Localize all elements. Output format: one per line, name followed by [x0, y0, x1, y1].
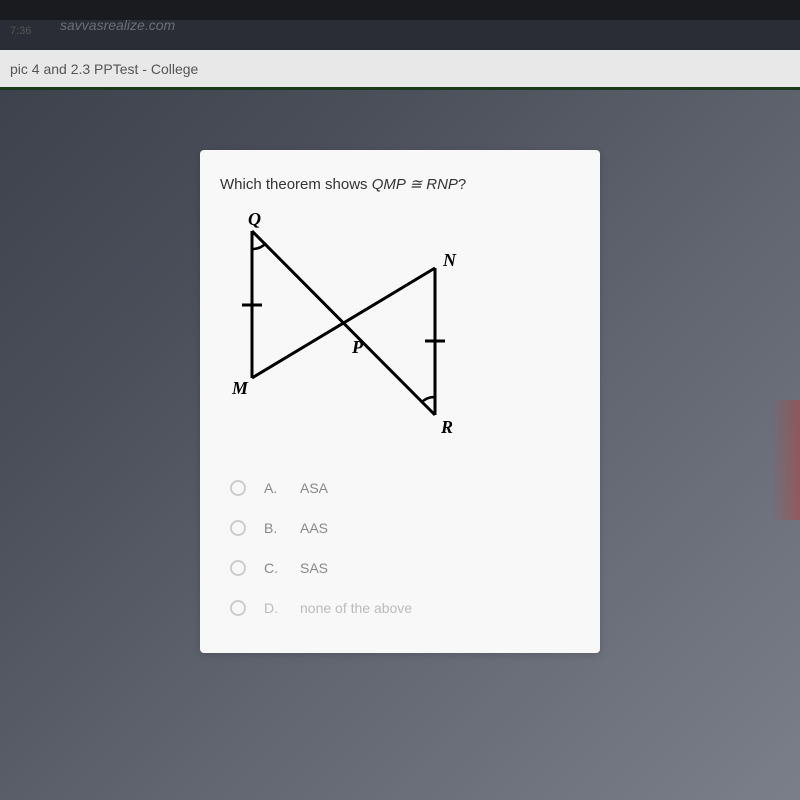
svg-text:R: R [440, 417, 453, 437]
option-text: none of the above [300, 600, 412, 616]
svg-text:P: P [351, 337, 364, 357]
option-text: ASA [300, 480, 328, 496]
option-c[interactable]: C. SAS [230, 548, 580, 588]
top-shadow [0, 0, 800, 20]
option-letter: A. [264, 480, 282, 496]
tab-bar: pic 4 and 2.3 PPTest - College [0, 50, 800, 90]
content-area: Which theorem shows QMP ≅ RNP? Q M N R P A. … [0, 90, 800, 653]
svg-text:Q: Q [248, 213, 261, 229]
option-a[interactable]: A. ASA [230, 468, 580, 508]
timestamp: 7:36 [10, 25, 31, 37]
prompt-prefix: Which theorem shows [220, 176, 372, 193]
option-b[interactable]: B. AAS [230, 508, 580, 548]
diagram-svg: Q M N R P [220, 213, 490, 443]
radio-icon [230, 520, 246, 536]
theorem-symbols: QMP ≅ RNP [372, 176, 458, 193]
option-letter: B. [264, 520, 282, 536]
option-letter: D. [264, 600, 282, 616]
prompt-suffix: ? [458, 176, 466, 193]
radio-icon [230, 480, 246, 496]
answer-options: A. ASA B. AAS C. SAS D. none of the abov… [220, 468, 580, 628]
tab-title: pic 4 and 2.3 PPTest - College [10, 61, 198, 77]
svg-text:N: N [442, 250, 457, 270]
svg-text:M: M [231, 378, 249, 398]
option-text: AAS [300, 520, 328, 536]
option-text: SAS [300, 560, 328, 576]
option-letter: C. [264, 560, 282, 576]
geometry-diagram: Q M N R P [220, 213, 490, 443]
option-d[interactable]: D. none of the above [230, 588, 580, 628]
radio-icon [230, 600, 246, 616]
question-card: Which theorem shows QMP ≅ RNP? Q M N R P A. … [200, 150, 600, 653]
question-prompt: Which theorem shows QMP ≅ RNP? [220, 175, 580, 193]
radio-icon [230, 560, 246, 576]
